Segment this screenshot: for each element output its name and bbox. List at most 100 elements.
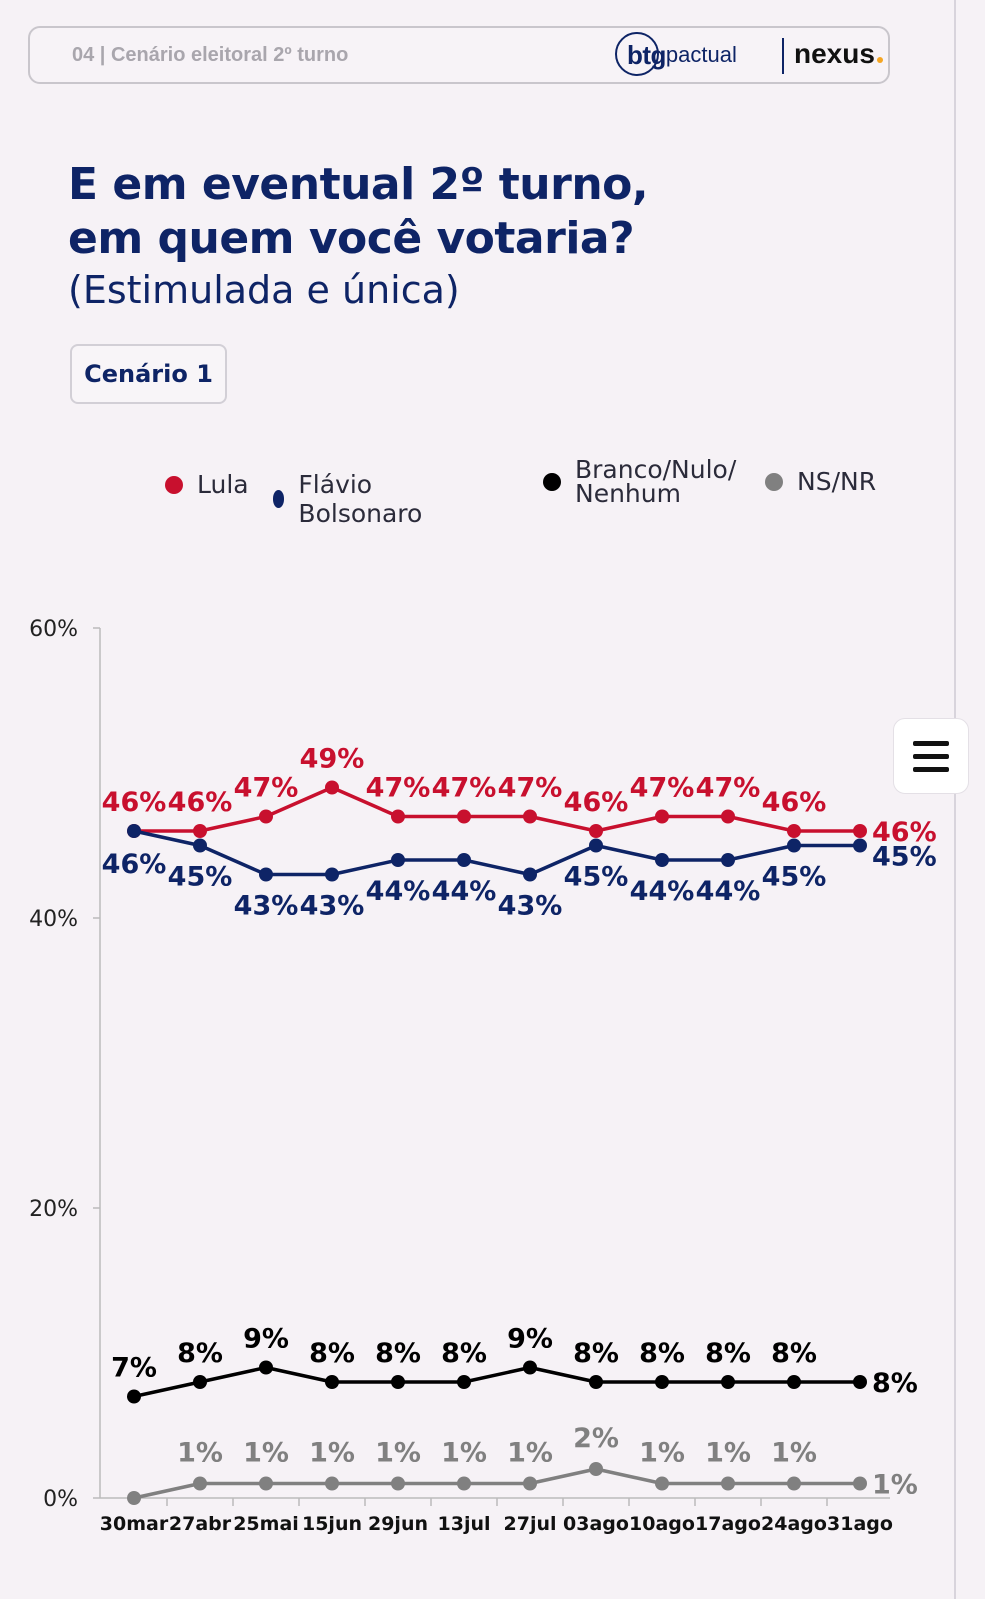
data-label-1: 43%: [234, 891, 299, 922]
x-tick-label: 27jul: [504, 1513, 557, 1535]
page-frame-line: [954, 0, 956, 1599]
data-point: [391, 1476, 405, 1491]
data-point: [655, 1476, 669, 1491]
legend-dot-lula: [165, 475, 183, 494]
data-label-1: 45%: [168, 862, 233, 893]
logo-divider: [782, 38, 784, 74]
legend-dot-flavio: [273, 490, 285, 508]
data-point: [391, 853, 405, 867]
data-label-3: 1%: [507, 1438, 553, 1469]
data-point: [325, 867, 339, 882]
data-label-2: 8%: [705, 1338, 751, 1369]
data-point: [589, 838, 603, 853]
data-label-0: 47%: [234, 773, 299, 804]
data-label-1: 44%: [696, 876, 761, 907]
data-point: [721, 1375, 735, 1389]
menu-bar-3: [913, 766, 949, 772]
x-tick-label: 24ago: [761, 1513, 827, 1535]
data-label-3: 1%: [771, 1438, 817, 1469]
title-line-2: em quem você votaria?: [68, 213, 635, 264]
chart-title: E em eventual 2º turno, em quem você vot…: [68, 158, 649, 266]
btg-logo-circle: [615, 32, 659, 76]
data-point: [193, 838, 207, 853]
data-point: [655, 809, 669, 824]
data-point: [787, 838, 801, 853]
data-point: [391, 809, 405, 824]
data-label-2: 8%: [441, 1338, 487, 1369]
data-point: [193, 1476, 207, 1491]
x-tick-label: 25mai: [233, 1513, 299, 1535]
nexus-logo-dot: [876, 57, 883, 63]
data-point: [259, 809, 273, 824]
data-label-3: 1%: [243, 1438, 289, 1469]
data-point: [721, 809, 735, 824]
data-point: [589, 824, 603, 838]
data-label-3: 2%: [573, 1423, 619, 1454]
data-label-3: 1%: [375, 1438, 421, 1469]
x-tick-label: 27abr: [169, 1513, 232, 1535]
data-label-1: 46%: [102, 849, 167, 880]
data-label-1: 43%: [300, 891, 365, 922]
data-label-1: 43%: [498, 891, 563, 922]
data-label-3: 1%: [639, 1438, 685, 1469]
data-point: [853, 838, 867, 853]
legend-item-lula: Lula: [165, 470, 249, 499]
data-label-2: 8%: [872, 1368, 918, 1399]
data-point: [457, 1476, 471, 1491]
data-label-3: 1%: [441, 1438, 487, 1469]
title-line-1: E em eventual 2º turno,: [68, 159, 649, 210]
legend-label-branco-line2: Nenhum: [575, 479, 681, 508]
data-label-2: 8%: [309, 1338, 355, 1369]
hamburger-menu-icon[interactable]: [893, 718, 969, 794]
data-label-0: 49%: [300, 744, 365, 775]
data-point: [325, 1476, 339, 1491]
data-point: [391, 1375, 405, 1389]
data-label-1: 44%: [630, 876, 695, 907]
series-line-2: [133, 1365, 860, 1399]
data-point: [325, 780, 339, 795]
data-label-0: 46%: [168, 787, 233, 818]
nexus-logo-text: nexus: [794, 38, 875, 69]
data-label-0: 47%: [432, 773, 497, 804]
data-point: [853, 1476, 867, 1491]
legend-label-branco-line1: Branco/Nulo/: [575, 455, 737, 484]
nexus-logo: nexus: [794, 38, 883, 70]
data-point: [721, 1476, 735, 1491]
data-label-0: 47%: [498, 773, 563, 804]
data-point: [259, 1476, 273, 1491]
data-point: [523, 809, 537, 824]
menu-bar-1: [913, 740, 949, 746]
data-label-3: 1%: [705, 1438, 751, 1469]
data-point: [523, 1360, 537, 1375]
data-point: [853, 824, 867, 838]
legend-item-branco: Branco/Nulo/ Nenhum: [543, 455, 755, 508]
legend-label-lula: Lula: [197, 470, 249, 499]
data-label-3: 1%: [309, 1438, 355, 1469]
data-point: [457, 853, 471, 867]
data-point: [787, 824, 801, 838]
data-label-3: 1%: [872, 1470, 918, 1501]
y-tick-label: 0%: [43, 1487, 78, 1512]
data-point: [127, 824, 141, 838]
data-point: [853, 1375, 867, 1389]
data-label-2: 7%: [111, 1353, 157, 1384]
data-label-1: 44%: [366, 876, 431, 907]
legend-dot-nsnr: [765, 472, 783, 491]
data-label-0: 46%: [872, 817, 937, 848]
data-label-2: 8%: [771, 1338, 817, 1369]
header-bar: 04 | Cenário eleitoral 2º turno btg pact…: [28, 26, 890, 84]
data-point: [259, 1360, 273, 1375]
scenario-button[interactable]: Cenário 1: [70, 344, 227, 404]
data-point: [589, 1462, 603, 1476]
pactual-logo-text: pactual: [665, 42, 737, 67]
legend-label-branco: Branco/Nulo/ Nenhum: [575, 455, 755, 508]
data-label-2: 8%: [375, 1338, 421, 1369]
legend-label-flavio: Flávio Bolsonaro: [298, 470, 423, 528]
legend-dot-branco: [543, 473, 561, 491]
data-label-0: 46%: [564, 787, 629, 818]
x-tick-label: 13jul: [438, 1513, 491, 1535]
btg-pactual-logo: btg pactual: [615, 32, 737, 78]
data-label-0: 46%: [762, 787, 827, 818]
series-line-0: [134, 785, 860, 833]
